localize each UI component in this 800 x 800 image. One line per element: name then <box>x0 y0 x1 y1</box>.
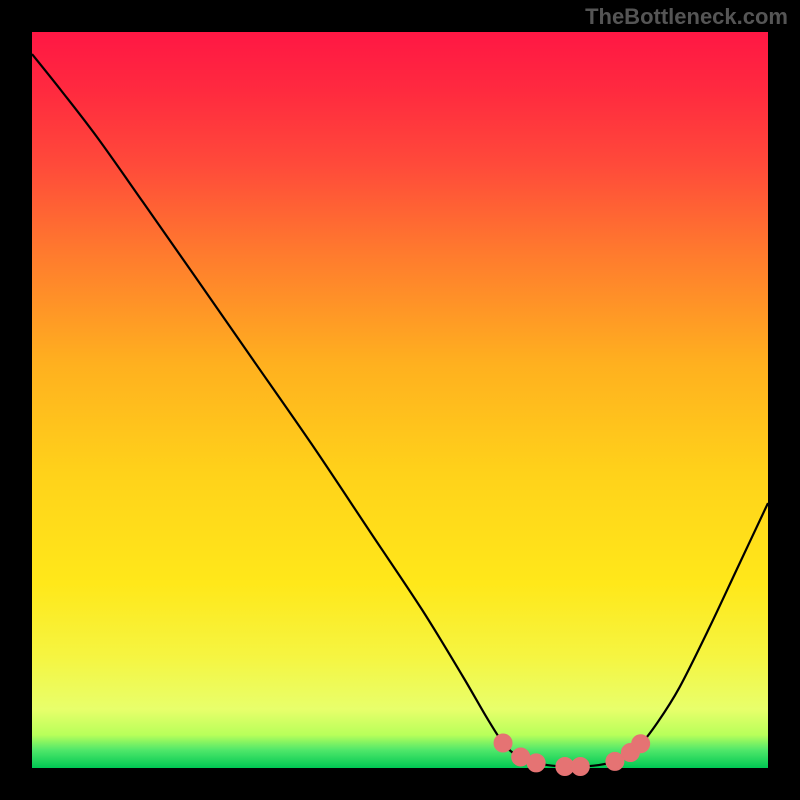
marker-dot <box>494 734 512 752</box>
watermark-text: TheBottleneck.com <box>585 4 788 30</box>
marker-dot <box>571 758 589 776</box>
chart-gradient-background <box>32 32 768 768</box>
marker-dot <box>606 752 624 770</box>
bottleneck-chart <box>0 0 800 800</box>
marker-dot <box>527 754 545 772</box>
marker-dot <box>632 735 650 753</box>
